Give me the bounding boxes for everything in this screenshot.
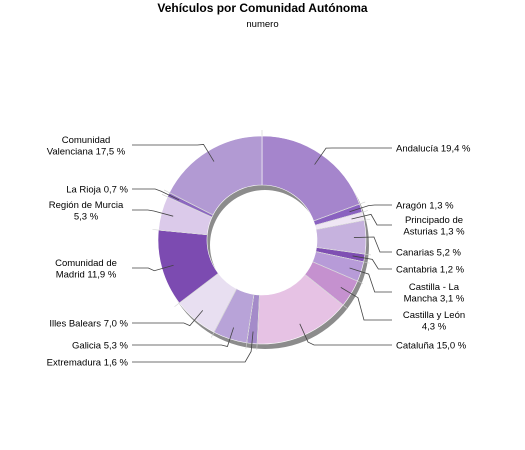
label-extremadura-1-6: Extremadura 1,6 %: [47, 358, 129, 369]
label-cataluna-15-0: Cataluña 15,0 %: [396, 341, 467, 352]
leader-line-cataluna-15-0: [299, 323, 392, 346]
leader-line-region-de-murcia-5-3: [132, 209, 174, 217]
leader-line-extremadura-1-6: [132, 331, 254, 363]
leader-line-comunidad-valenciana-17-5: [132, 144, 215, 162]
slice-divider: [163, 189, 214, 216]
slice-divider: [315, 251, 370, 264]
chart-title: Vehículos por Comunidad Autónoma: [157, 1, 368, 15]
slice-divider: [152, 229, 208, 236]
leader-line-galicia-5-3: [132, 327, 234, 348]
leader-line-comunidad-de-madrid-11-9: [132, 264, 174, 272]
slice-divider: [161, 194, 213, 218]
chart-subtitle: numero: [246, 19, 279, 30]
slice-divider: [315, 218, 371, 230]
slice-divider: [314, 210, 369, 226]
leader-line-la-rioja-0-7: [132, 188, 180, 201]
label-canarias-5-2: Canarias 5,2 %: [396, 248, 462, 259]
slice-divider: [245, 294, 255, 349]
leader-line-aragon-1-3: [349, 204, 392, 213]
label-region-de-murcia-5-3: Región de Murcia 5,3 %: [49, 200, 124, 223]
leader-line-cantabria-1-2: [352, 255, 392, 270]
label-castilla-y-leon-4-3: Castilla y León 4,3 %: [403, 310, 465, 333]
leader-line-castilla-la-mancha-3-1: [349, 267, 392, 293]
label-andalucia-19-4: Andalucía 19,4 %: [396, 144, 471, 155]
leader-line-castilla-y-leon-4-3: [340, 287, 392, 321]
slice-divider: [304, 274, 348, 310]
label-comunidad-valenciana-17-5: Comunidad Valenciana 17,5 %: [47, 135, 126, 158]
slice-divider: [313, 201, 366, 222]
label-galicia-5-3: Galicia 5,3 %: [72, 341, 129, 352]
leader-line-illes-balears-7-0: [132, 310, 204, 327]
slice-divider: [210, 288, 237, 338]
slice-divider: [316, 247, 372, 256]
label-cantabria-1-2: Cantabria 1,2 %: [396, 265, 465, 276]
label-principado-de-asturias-1-3: Principado de Asturias 1,3 %: [403, 215, 465, 238]
label-la-rioja-0-7: La Rioja 0,7 %: [66, 185, 128, 196]
leader-line-principado-de-asturias-1-3: [351, 213, 392, 226]
slice-divider: [174, 273, 219, 307]
label-illes-balears-7-0: Illes Balears 7,0 %: [49, 319, 128, 330]
leader-line-canarias-5-2: [353, 236, 392, 253]
label-castilla-la-mancha-3-1: Castilla - La Mancha 3,1 %: [404, 282, 465, 305]
label-comunidad-de-madrid-11-9: Comunidad de Madrid 11,9 %: [55, 258, 117, 281]
label-aragon-1-3: Aragón 1,3 %: [396, 201, 454, 212]
leader-line-andalucia-19-4: [314, 147, 392, 165]
slice-divider: [312, 261, 364, 284]
slice-divider: [256, 294, 260, 350]
slice-andalucia-19-4: [261, 135, 360, 222]
slice-comunidad-valenciana-17-5: [168, 135, 263, 216]
